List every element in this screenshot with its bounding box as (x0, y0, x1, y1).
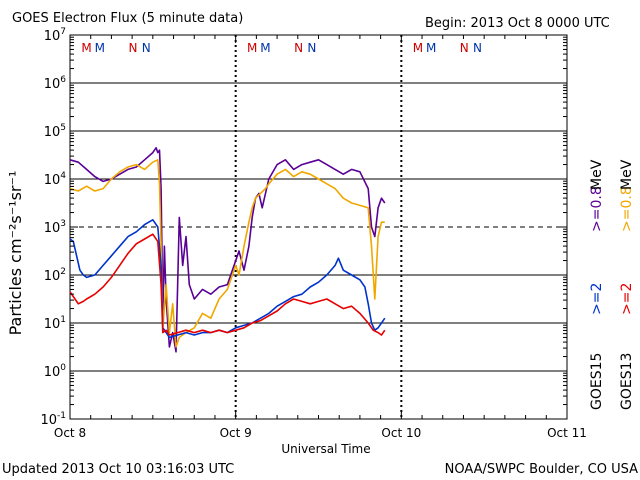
series-line (69, 233, 386, 336)
legend-ge2-goes15: >=2 (589, 283, 605, 315)
satellite-marker: N (307, 41, 316, 55)
satellite-marker: N (473, 41, 482, 55)
y-tick-label: 103 (44, 219, 66, 236)
x-axis-label: Universal Time (281, 442, 370, 456)
plot-area (69, 34, 568, 420)
legend-ge2-goes13: >=2 (619, 283, 635, 315)
series-line (69, 159, 385, 348)
legend-ge08-goes15: >=0.8 (589, 186, 605, 232)
x-tick-label: Oct 8 (54, 426, 86, 440)
satellite-marker: N (294, 41, 303, 55)
satellite-marker: N (128, 41, 137, 55)
chart-title: GOES Electron Flux (5 minute data) (12, 11, 243, 26)
x-tick-label: Oct 9 (220, 426, 252, 440)
satellite-marker: N (142, 41, 151, 55)
y-tick-label: 102 (44, 267, 66, 284)
y-tick-label: 100 (44, 363, 67, 380)
begin-date: Begin: 2013 Oct 8 0000 UTC (425, 16, 610, 31)
series-line (69, 147, 386, 353)
updated-timestamp: Updated 2013 Oct 10 03:16:03 UTC (2, 462, 234, 477)
satellite-marker: M (95, 41, 105, 55)
y-axis-label: Particles cm⁻²s⁻¹sr⁻¹ (6, 171, 25, 336)
satellite-marker: M (247, 41, 257, 55)
y-tick-label: 106 (44, 75, 67, 92)
satellite-marker: N (460, 41, 469, 55)
y-tick-label: 105 (44, 123, 66, 140)
legend-goes13: GOES13 (619, 353, 635, 410)
satellite-marker: M (81, 41, 91, 55)
legend-goes15: GOES15 (589, 353, 605, 410)
legend-mev-goes15: MeV (589, 159, 605, 190)
y-tick-label: 107 (44, 27, 66, 44)
y-tick-label: 104 (44, 171, 67, 188)
satellite-marker: M (426, 41, 436, 55)
x-tick-label: Oct 10 (381, 426, 421, 440)
right-legend: GOES15 GOES13 >=2 >=2 >=0.8 >=0.8 MeV Me… (589, 159, 635, 410)
satellite-marker: M (260, 41, 270, 55)
satellite-marker: M (413, 41, 423, 55)
x-tick-label: Oct 11 (547, 426, 587, 440)
legend-mev-goes13: MeV (619, 159, 635, 190)
legend-ge08-goes13: >=0.8 (619, 186, 635, 232)
series-lines (69, 147, 386, 353)
y-tick-label: 101 (44, 315, 66, 332)
credit-line: NOAA/SWPC Boulder, CO USA (445, 462, 638, 477)
y-tick-label: 10-1 (40, 411, 66, 428)
